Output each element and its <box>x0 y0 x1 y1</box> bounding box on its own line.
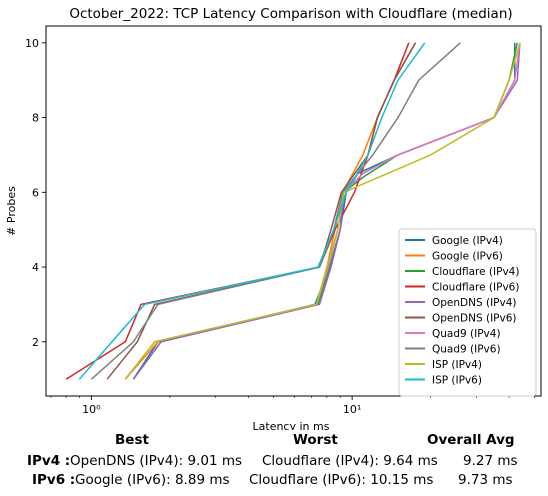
legend-label: ISP (IPv6) <box>432 375 482 387</box>
y-axis: 2 4 6 8 10 <box>25 37 46 349</box>
latency-chart: October_2022: TCP Latency Comparison wit… <box>5 6 542 430</box>
best-header: Best <box>115 432 149 448</box>
series-line-5 <box>106 42 417 380</box>
plot-frame <box>45 25 542 397</box>
series-line-8 <box>124 42 521 380</box>
legend-label: Google (IPv6) <box>432 251 503 263</box>
legend-label: Cloudflare (IPv6) <box>432 282 519 294</box>
y-tick-label: 8 <box>32 112 39 125</box>
ipv4-avg: 9.27 ms <box>463 453 518 469</box>
x-tick-label: 10⁰ <box>82 403 101 416</box>
legend-label: OpenDNS (IPv6) <box>432 313 517 325</box>
series-line-9 <box>78 42 426 380</box>
ipv6-avg: 9.73 ms <box>458 472 513 488</box>
plot-area <box>65 42 521 380</box>
chart-title: October_2022: TCP Latency Comparison wit… <box>69 6 512 22</box>
x-axis: 10⁰ 10¹ <box>50 396 535 416</box>
legend-label: OpenDNS (IPv4) <box>432 297 517 309</box>
series-line-3 <box>65 42 410 380</box>
ipv4-best: OpenDNS (IPv4): 9.01 ms <box>70 453 243 469</box>
ipv6-worst: Cloudflare (IPv6): 10.15 ms <box>249 472 434 488</box>
legend-label: Quad9 (IPv6) <box>432 344 501 356</box>
legend-label: Google (IPv4) <box>432 235 503 247</box>
legend-label: ISP (IPv4) <box>432 359 482 371</box>
legend-box <box>398 228 537 397</box>
x-tick-label: 10¹ <box>343 403 361 416</box>
worst-header: Worst <box>293 432 338 448</box>
ipv6-best: Google (IPv6): 8.89 ms <box>75 472 230 488</box>
y-tick-label: 4 <box>32 261 39 274</box>
y-tick-label: 2 <box>32 336 39 349</box>
series-line-1 <box>124 42 417 380</box>
legend-label: Cloudflare (IPv4) <box>432 266 519 278</box>
ipv4-worst: Cloudflare (IPv4): 9.64 ms <box>262 453 438 469</box>
legend: Google (IPv4) Google (IPv6) Cloudflare (IP… <box>398 228 537 397</box>
series-line-7 <box>90 42 461 380</box>
y-tick-label: 6 <box>32 186 39 199</box>
avg-header: Overall Avg <box>427 432 515 448</box>
y-axis-label: # Probes <box>5 186 18 236</box>
ipv6-row-label: IPv6 : <box>32 472 76 488</box>
legend-label: Quad9 (IPv4) <box>432 328 501 340</box>
ipv4-row-label: IPv4 : <box>27 453 71 469</box>
y-tick-label: 10 <box>25 37 39 50</box>
x-axis-label: Latency in ms <box>253 420 330 430</box>
